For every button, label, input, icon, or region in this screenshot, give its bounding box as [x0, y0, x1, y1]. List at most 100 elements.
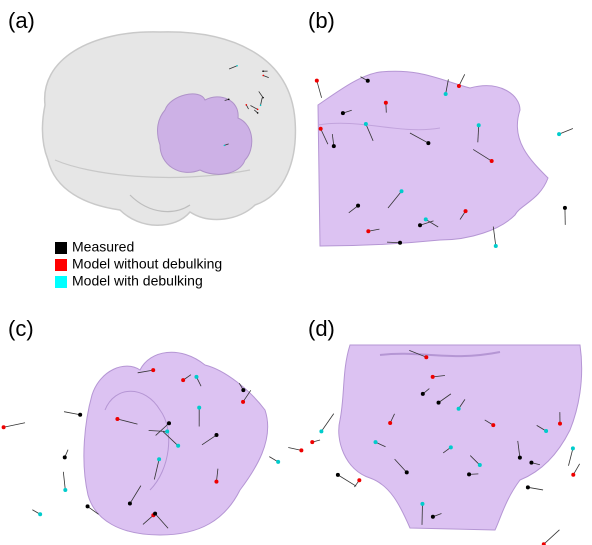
- arrow-shaft: [528, 487, 543, 490]
- arrow-shaft: [321, 414, 333, 432]
- arrow-head: [384, 101, 388, 105]
- arrow-head: [38, 512, 42, 516]
- arrow-head: [299, 448, 303, 452]
- arrow-head: [558, 422, 562, 426]
- arrow-head: [420, 502, 424, 506]
- arrow-head: [194, 375, 198, 379]
- arrow-head: [332, 144, 336, 148]
- arrow-head: [257, 112, 259, 114]
- arrow-head: [357, 478, 361, 482]
- arrow-head: [467, 472, 471, 476]
- arrow-head: [224, 145, 226, 147]
- arrow-head: [366, 229, 370, 233]
- arrow-head: [518, 456, 522, 460]
- arrow-shaft: [63, 472, 65, 490]
- arrow-head: [63, 488, 67, 492]
- arrow-head: [2, 425, 6, 429]
- arrow-head: [115, 417, 119, 421]
- arrow-shaft: [64, 412, 80, 415]
- arrow-head: [157, 457, 161, 461]
- arrow-head: [228, 99, 230, 101]
- arrow-head: [431, 375, 435, 379]
- arrow-head: [356, 204, 360, 208]
- arrow-head: [424, 217, 428, 221]
- arrow-shaft: [568, 448, 572, 465]
- legend-swatch: [55, 242, 67, 254]
- arrow-head: [167, 421, 171, 425]
- arrow-head: [151, 368, 155, 372]
- arrow-head: [398, 241, 402, 245]
- arrow-head: [214, 480, 218, 484]
- arrow-head: [444, 92, 448, 96]
- arrow-head: [529, 461, 533, 465]
- arrow-head: [245, 104, 247, 106]
- arrow-head: [276, 460, 280, 464]
- panel-label: (d): [308, 316, 335, 341]
- arrow-head: [215, 433, 219, 437]
- arrow-head: [181, 378, 185, 382]
- legend-label: Model with debulking: [72, 273, 203, 289]
- panel-label: (c): [8, 316, 34, 341]
- arrow-head: [165, 429, 169, 433]
- arrow-head: [405, 470, 409, 474]
- arrow-head: [374, 440, 378, 444]
- arrow-head: [176, 444, 180, 448]
- arrow-head: [557, 132, 561, 136]
- arrow-head: [477, 123, 481, 127]
- tumor-render: [318, 71, 548, 246]
- arrow-head: [86, 504, 90, 508]
- arrow-head: [319, 429, 323, 433]
- legend-swatch: [55, 276, 67, 288]
- arrow-head: [262, 97, 264, 99]
- arrow-head: [421, 392, 425, 396]
- arrow-head: [78, 413, 82, 417]
- arrow-head: [315, 79, 319, 83]
- legend-swatch: [55, 259, 67, 271]
- arrow-head: [571, 473, 575, 477]
- arrow-shaft: [317, 81, 322, 98]
- arrow-head: [464, 209, 468, 213]
- arrow-shaft: [338, 475, 356, 486]
- arrow-head: [364, 122, 368, 126]
- arrow-shaft: [493, 227, 495, 246]
- arrow-head: [128, 502, 132, 506]
- arrow-head: [197, 406, 201, 410]
- arrow-shaft: [4, 423, 25, 428]
- arrow-head: [491, 423, 495, 427]
- legend-label: Measured: [72, 239, 134, 255]
- arrow-head: [457, 407, 461, 411]
- arrow-head: [457, 84, 461, 88]
- arrow-head: [236, 65, 238, 67]
- arrow-head: [388, 421, 392, 425]
- arrow-head: [478, 463, 482, 467]
- arrow-head: [544, 429, 548, 433]
- arrow-head: [63, 455, 67, 459]
- arrow-head: [257, 109, 259, 111]
- arrow-head: [262, 75, 264, 77]
- arrow-head: [494, 244, 498, 248]
- arrow-head: [571, 446, 575, 450]
- arrow-head: [437, 401, 441, 405]
- arrow-head: [153, 512, 157, 516]
- arrow-head: [310, 440, 314, 444]
- arrow-head: [426, 141, 430, 145]
- arrow-shaft: [559, 128, 573, 134]
- arrow-head: [490, 159, 494, 163]
- arrow-head: [424, 355, 428, 359]
- arrow-head: [366, 79, 370, 83]
- tumor-render: [339, 345, 582, 530]
- arrow-head: [260, 104, 262, 106]
- arrow-head: [241, 388, 245, 392]
- arrow-head: [449, 445, 453, 449]
- arrow-head: [418, 223, 422, 227]
- panel-label: (b): [308, 8, 335, 33]
- panel-label: (a): [8, 8, 35, 33]
- arrow-head: [341, 111, 345, 115]
- arrow-shaft: [288, 447, 301, 450]
- arrow-shaft: [544, 530, 560, 544]
- arrow-head: [526, 485, 530, 489]
- arrow-head: [241, 400, 245, 404]
- arrow-head: [431, 515, 435, 519]
- arrow-head: [262, 70, 264, 72]
